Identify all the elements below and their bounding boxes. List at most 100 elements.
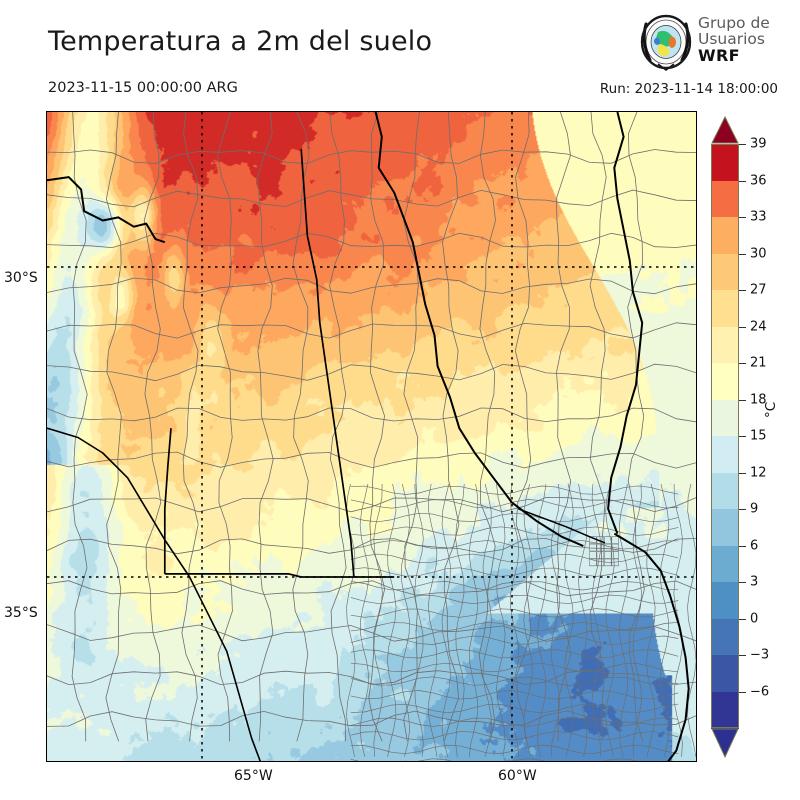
border-line	[607, 112, 644, 534]
colorbar-band	[711, 253, 739, 291]
temperature-map[interactable]	[46, 111, 697, 762]
logo-text: Grupo de Usuarios WRF	[698, 14, 770, 65]
border-line	[47, 176, 166, 244]
temperature-field-canvas	[47, 112, 696, 761]
border-line	[350, 758, 639, 761]
colorbar-over-arrow	[711, 116, 739, 144]
colorbar-tick-label: −6	[750, 684, 770, 699]
logo-line-1: Grupo de	[698, 14, 770, 32]
colorbar-tick-label: 12	[750, 465, 767, 480]
border-line	[589, 112, 607, 742]
border-line	[687, 483, 696, 757]
border-line	[350, 499, 679, 509]
border-line	[359, 483, 370, 757]
border-line	[403, 112, 420, 742]
border-line	[164, 573, 395, 578]
border-line	[632, 483, 642, 757]
border-line	[350, 690, 679, 700]
run-time-label: Run: 2023-11-14 18:00:00	[599, 81, 778, 97]
border-line	[611, 543, 619, 552]
border-line	[350, 553, 679, 564]
border-line	[442, 112, 460, 742]
border-line	[105, 112, 122, 742]
colorbar-tick-label: 21	[750, 355, 767, 371]
colorbar-tick-label: 3	[750, 574, 759, 590]
border-line	[414, 483, 424, 757]
border-line	[605, 483, 615, 757]
globe-emblem-icon	[640, 14, 692, 71]
page-title: Temperatura a 2m del suelo	[48, 26, 433, 57]
border-line	[604, 558, 612, 567]
colorbar-tick-label: 30	[750, 246, 767, 261]
colorbar-tick	[739, 180, 746, 182]
colorbar-tick	[739, 399, 746, 401]
logo-line-3: WRF	[698, 45, 740, 65]
border-line	[611, 551, 619, 559]
axis-label-lat-35s: 35°S	[4, 605, 38, 621]
colorbar-tick	[739, 144, 746, 146]
border-line	[350, 635, 679, 645]
colorbar-tick	[739, 618, 746, 620]
axis-label-lon-60w: 60°W	[498, 768, 537, 784]
colorbar-tick	[739, 509, 746, 511]
colorbar-tick	[739, 691, 746, 693]
colorbar-band	[711, 472, 739, 510]
border-line	[292, 112, 310, 742]
border-line	[163, 428, 172, 574]
border-line	[604, 536, 612, 544]
colorbar-band	[711, 582, 739, 620]
border-line	[47, 232, 696, 249]
border-line	[523, 483, 533, 757]
logo-line-2: Usuarios	[698, 29, 765, 48]
border-line	[47, 277, 696, 295]
border-line	[47, 189, 696, 208]
colorbar-unit-label: °C	[763, 401, 779, 418]
colorbar-tick	[739, 655, 746, 657]
border-line	[350, 744, 679, 755]
border-line	[400, 483, 411, 757]
border-line	[478, 112, 496, 742]
map-borders-overlay	[47, 112, 696, 761]
border-line	[329, 112, 347, 742]
border-line	[387, 483, 397, 757]
border-line	[496, 483, 506, 757]
border-line	[143, 112, 162, 742]
border-line	[350, 526, 679, 536]
colorbar-tick-label: 9	[750, 501, 759, 517]
border-line	[374, 112, 584, 547]
border-line	[368, 112, 386, 742]
colorbar-band	[711, 545, 739, 583]
border-line	[71, 112, 88, 742]
border-line	[47, 149, 696, 164]
colorbar-band	[711, 144, 739, 182]
axis-label-lat-30s: 30°S	[4, 270, 38, 286]
border-line	[596, 551, 605, 559]
border-line	[591, 483, 602, 757]
colorbar-tick-label: −3	[750, 647, 770, 663]
border-line	[509, 483, 520, 757]
colorbar-band	[711, 290, 739, 328]
colorbar-tick-label: 6	[750, 538, 759, 553]
border-line	[47, 669, 696, 686]
border-line	[596, 558, 605, 567]
colorbar-tick	[739, 436, 746, 438]
border-line	[537, 483, 547, 757]
border-line	[47, 451, 696, 469]
border-line	[596, 536, 605, 544]
border-line	[611, 536, 619, 544]
valid-time-label: 2023-11-15 00:00:00 ARG	[48, 80, 238, 96]
colorbar-tick-label: 36	[750, 173, 767, 188]
wrf-user-group-logo: Grupo de Usuarios WRF	[638, 14, 798, 74]
colorbar-tick-label: 0	[750, 611, 759, 626]
border-line	[350, 540, 679, 550]
border-line	[659, 483, 670, 757]
border-line	[47, 580, 696, 597]
border-line	[350, 662, 679, 673]
border-line	[613, 532, 690, 761]
border-line	[578, 483, 588, 757]
colorbar-tick	[739, 253, 746, 255]
colorbar-band	[711, 691, 739, 729]
colorbar-tick	[739, 545, 746, 547]
border-line	[604, 551, 612, 559]
colorbar-band	[711, 655, 739, 693]
